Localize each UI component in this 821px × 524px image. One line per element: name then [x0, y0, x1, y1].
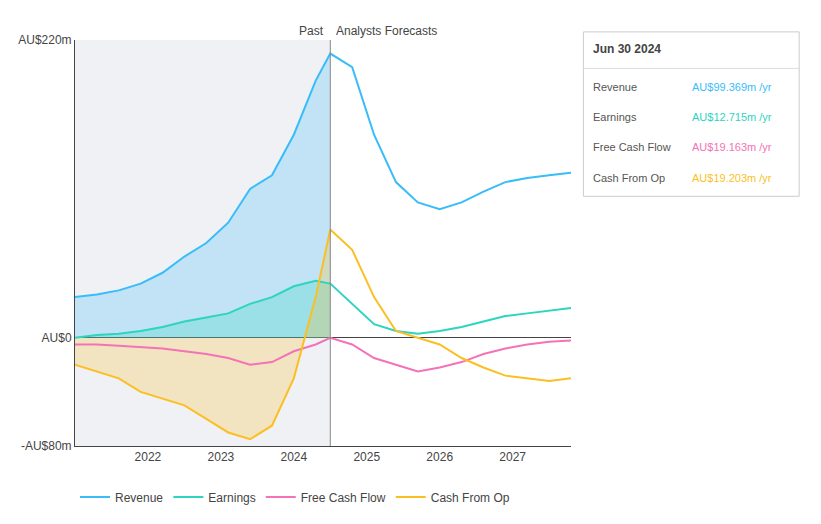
svg-text:Revenue: Revenue	[593, 81, 637, 93]
svg-text:Free Cash Flow: Free Cash Flow	[593, 141, 671, 153]
svg-text:Cash From Op: Cash From Op	[431, 491, 510, 505]
svg-text:AU$19.203m /yr: AU$19.203m /yr	[692, 172, 772, 184]
svg-text:2024: 2024	[280, 450, 307, 464]
svg-text:AU$99.369m /yr: AU$99.369m /yr	[692, 81, 772, 93]
svg-text:AU$12.715m /yr: AU$12.715m /yr	[692, 111, 772, 123]
svg-text:2027: 2027	[499, 450, 526, 464]
svg-text:Free Cash Flow: Free Cash Flow	[301, 491, 386, 505]
svg-text:-AU$80m: -AU$80m	[21, 439, 72, 453]
svg-text:2022: 2022	[135, 450, 162, 464]
svg-text:2023: 2023	[208, 450, 235, 464]
svg-text:Past: Past	[299, 24, 324, 38]
svg-text:Jun 30 2024: Jun 30 2024	[593, 42, 661, 56]
svg-text:Analysts Forecasts: Analysts Forecasts	[336, 24, 437, 38]
svg-text:Earnings: Earnings	[208, 491, 255, 505]
svg-text:AU$220m: AU$220m	[18, 33, 71, 47]
svg-text:2025: 2025	[353, 450, 380, 464]
svg-text:AU$19.163m /yr: AU$19.163m /yr	[692, 141, 772, 153]
svg-text:Cash From Op: Cash From Op	[593, 172, 665, 184]
svg-text:Earnings: Earnings	[593, 111, 637, 123]
svg-text:AU$0: AU$0	[42, 331, 72, 345]
svg-text:Revenue: Revenue	[115, 491, 163, 505]
svg-text:2026: 2026	[426, 450, 453, 464]
